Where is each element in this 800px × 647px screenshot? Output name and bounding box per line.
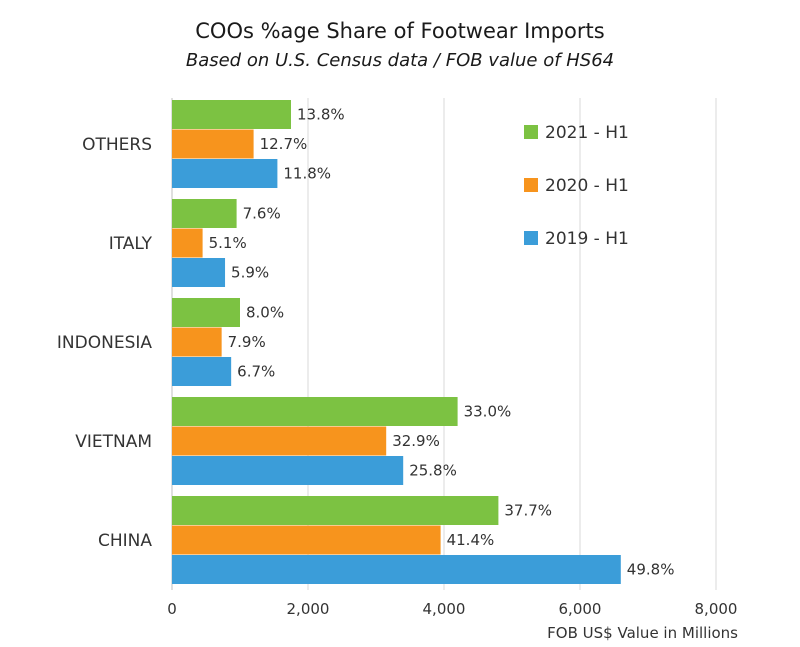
x-tick-labels-group: 0 2,000 4,000 6,000 8,000 (167, 600, 737, 618)
category-label-italy: ITALY (109, 234, 153, 254)
category-label-china: CHINA (98, 531, 152, 551)
bar-vietnam-2021-h1 (172, 397, 458, 426)
legend-swatch-2019-h1 (524, 231, 538, 245)
bar-italy-2019-h1 (172, 258, 226, 287)
bar-indonesia-2021-h1 (172, 298, 240, 327)
data-label-indonesia-2019-h1: 6.7% (237, 363, 275, 381)
data-label-others-2019-h1: 11.8% (283, 165, 331, 183)
bar-china-2020-h1 (172, 525, 441, 555)
bar-others-2020-h1 (172, 129, 254, 159)
legend-label-2020-h1: 2020 - H1 (545, 176, 629, 196)
legend: 2021 - H1 2020 - H1 2019 - H1 (524, 123, 629, 249)
bar-others-2021-h1 (172, 100, 291, 129)
legend-swatch-2021-h1 (524, 125, 538, 139)
category-label-indonesia: INDONESIA (57, 333, 152, 353)
data-label-china-2019-h1: 49.8% (627, 561, 675, 579)
data-label-others-2020-h1: 12.7% (260, 135, 308, 153)
data-label-italy-2021-h1: 7.6% (243, 205, 281, 223)
bar-indonesia-2020-h1 (172, 327, 222, 357)
category-label-others: OTHERS (82, 135, 152, 155)
x-axis-title: FOB US$ Value in Millions (547, 624, 738, 642)
bar-italy-2021-h1 (172, 199, 237, 228)
data-label-china-2020-h1: 41.4% (447, 531, 495, 549)
category-labels-group: OTHERS ITALY INDONESIA VIETNAM CHINA (57, 135, 153, 551)
data-labels-group: 13.8% 12.7% 11.8% 7.6% 5.1% 5.9% 8.0% 7.9% 6.7% 3… (209, 106, 675, 579)
legend-label-2021-h1: 2021 - H1 (545, 123, 629, 143)
data-label-italy-2019-h1: 5.9% (231, 264, 269, 282)
category-label-vietnam: VIETNAM (75, 432, 152, 452)
data-label-china-2021-h1: 37.7% (504, 502, 552, 520)
legend-label-2019-h1: 2019 - H1 (545, 229, 629, 249)
legend-swatch-2020-h1 (524, 178, 538, 192)
bar-vietnam-2020-h1 (172, 426, 387, 456)
data-label-vietnam-2021-h1: 33.0% (464, 403, 512, 421)
data-label-indonesia-2020-h1: 7.9% (228, 333, 266, 351)
x-tick-label-4000: 4,000 (423, 600, 466, 618)
x-tick-label-2000: 2,000 (287, 600, 330, 618)
chart-title: COOs %age Share of Footwear Imports (195, 19, 604, 43)
bar-italy-2020-h1 (172, 228, 203, 258)
data-label-others-2021-h1: 13.8% (297, 106, 345, 124)
bar-indonesia-2019-h1 (172, 357, 232, 386)
bar-vietnam-2019-h1 (172, 456, 404, 485)
data-label-vietnam-2019-h1: 25.8% (409, 462, 457, 480)
bar-china-2019-h1 (172, 555, 621, 584)
data-label-italy-2020-h1: 5.1% (209, 234, 247, 252)
bars-group (172, 100, 621, 584)
x-tick-label-8000: 8,000 (695, 600, 738, 618)
bar-others-2019-h1 (172, 159, 278, 188)
data-label-indonesia-2021-h1: 8.0% (246, 304, 284, 322)
chart-subtitle: Based on U.S. Census data / FOB value of… (186, 50, 614, 71)
data-label-vietnam-2020-h1: 32.9% (392, 432, 440, 450)
x-tick-label-6000: 6,000 (559, 600, 602, 618)
x-tick-label-0: 0 (167, 600, 177, 618)
bar-china-2021-h1 (172, 496, 499, 525)
